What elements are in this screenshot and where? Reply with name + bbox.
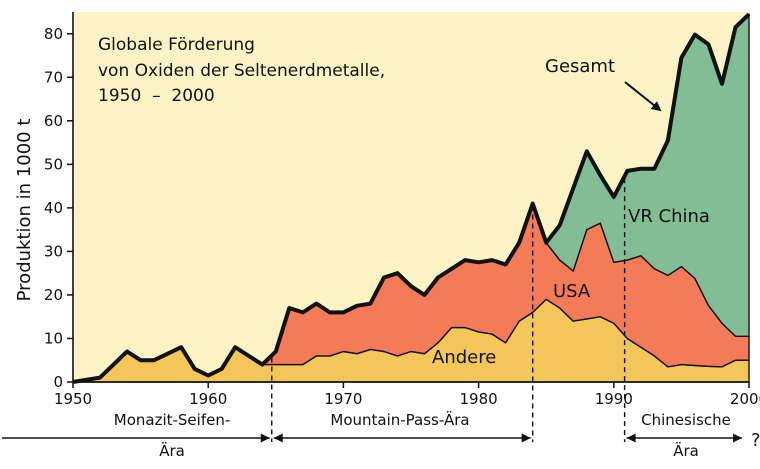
y-tick-label-20: 20 (44, 286, 63, 304)
total-label: Gesamt (545, 56, 615, 77)
total-label-arrow (624, 81, 662, 112)
era-arrowhead-right-1 (521, 433, 531, 443)
era-label-chinesisch-2: Ära (673, 441, 699, 460)
chart-title-line-3: 1950 – 2000 (98, 86, 215, 106)
x-tick-label-1950: 1950 (54, 390, 92, 408)
x-tick-label-2000: 2000 (730, 390, 760, 408)
y-axis-label: Produktion in 1000 t (14, 119, 35, 302)
plot-area (72, 12, 751, 384)
x-tick-label-1960: 1960 (189, 390, 227, 408)
y-tick-label-10: 10 (44, 329, 63, 347)
era-arrowhead-left-2 (626, 433, 636, 443)
labels: Globale Förderung von Oxiden der Seltene… (14, 35, 760, 460)
axes: 0 10 20 30 40 50 60 70 80 1950 1960 1970 1980 1990 200… (44, 12, 760, 408)
x-tick-label-1970: 1970 (324, 390, 362, 408)
x-tick-label-1980: 1980 (460, 390, 498, 408)
chart-title-line-1: Globale Förderung (98, 35, 255, 55)
y-tick-label-50: 50 (44, 155, 63, 173)
era-arrowhead-right-0 (260, 433, 270, 443)
era-arrowhead-right-2 (733, 433, 742, 443)
era-arrowhead-left-1 (273, 433, 283, 443)
series-label-andere: Andere (432, 347, 496, 368)
era-label-mountain-pass: Mountain-Pass-Ära (330, 410, 469, 429)
y-tick-label-70: 70 (44, 68, 63, 86)
total-line (72, 12, 751, 384)
era-open-end-symbol: ? (751, 430, 760, 451)
y-tick-label-60: 60 (44, 112, 63, 130)
era-label-chinesisch-1: Chinesische (641, 411, 731, 429)
chart-title-line-2: von Oxiden der Seltenerdmetalle, (98, 61, 385, 81)
x-tick-label-1990: 1990 (595, 390, 633, 408)
era-label-monazit-1: Monazit-Seifen- (114, 411, 231, 429)
y-tick-label-40: 40 (44, 199, 63, 217)
series-label-usa: USA (553, 281, 591, 302)
era-label-monazit-2: Ära (159, 441, 185, 460)
y-tick-label-80: 80 (44, 25, 63, 43)
series-label-china: VR China (628, 206, 710, 227)
y-tick-label-0: 0 (53, 373, 63, 391)
era-annotations (2, 178, 742, 443)
y-tick-label-30: 30 (44, 242, 63, 260)
